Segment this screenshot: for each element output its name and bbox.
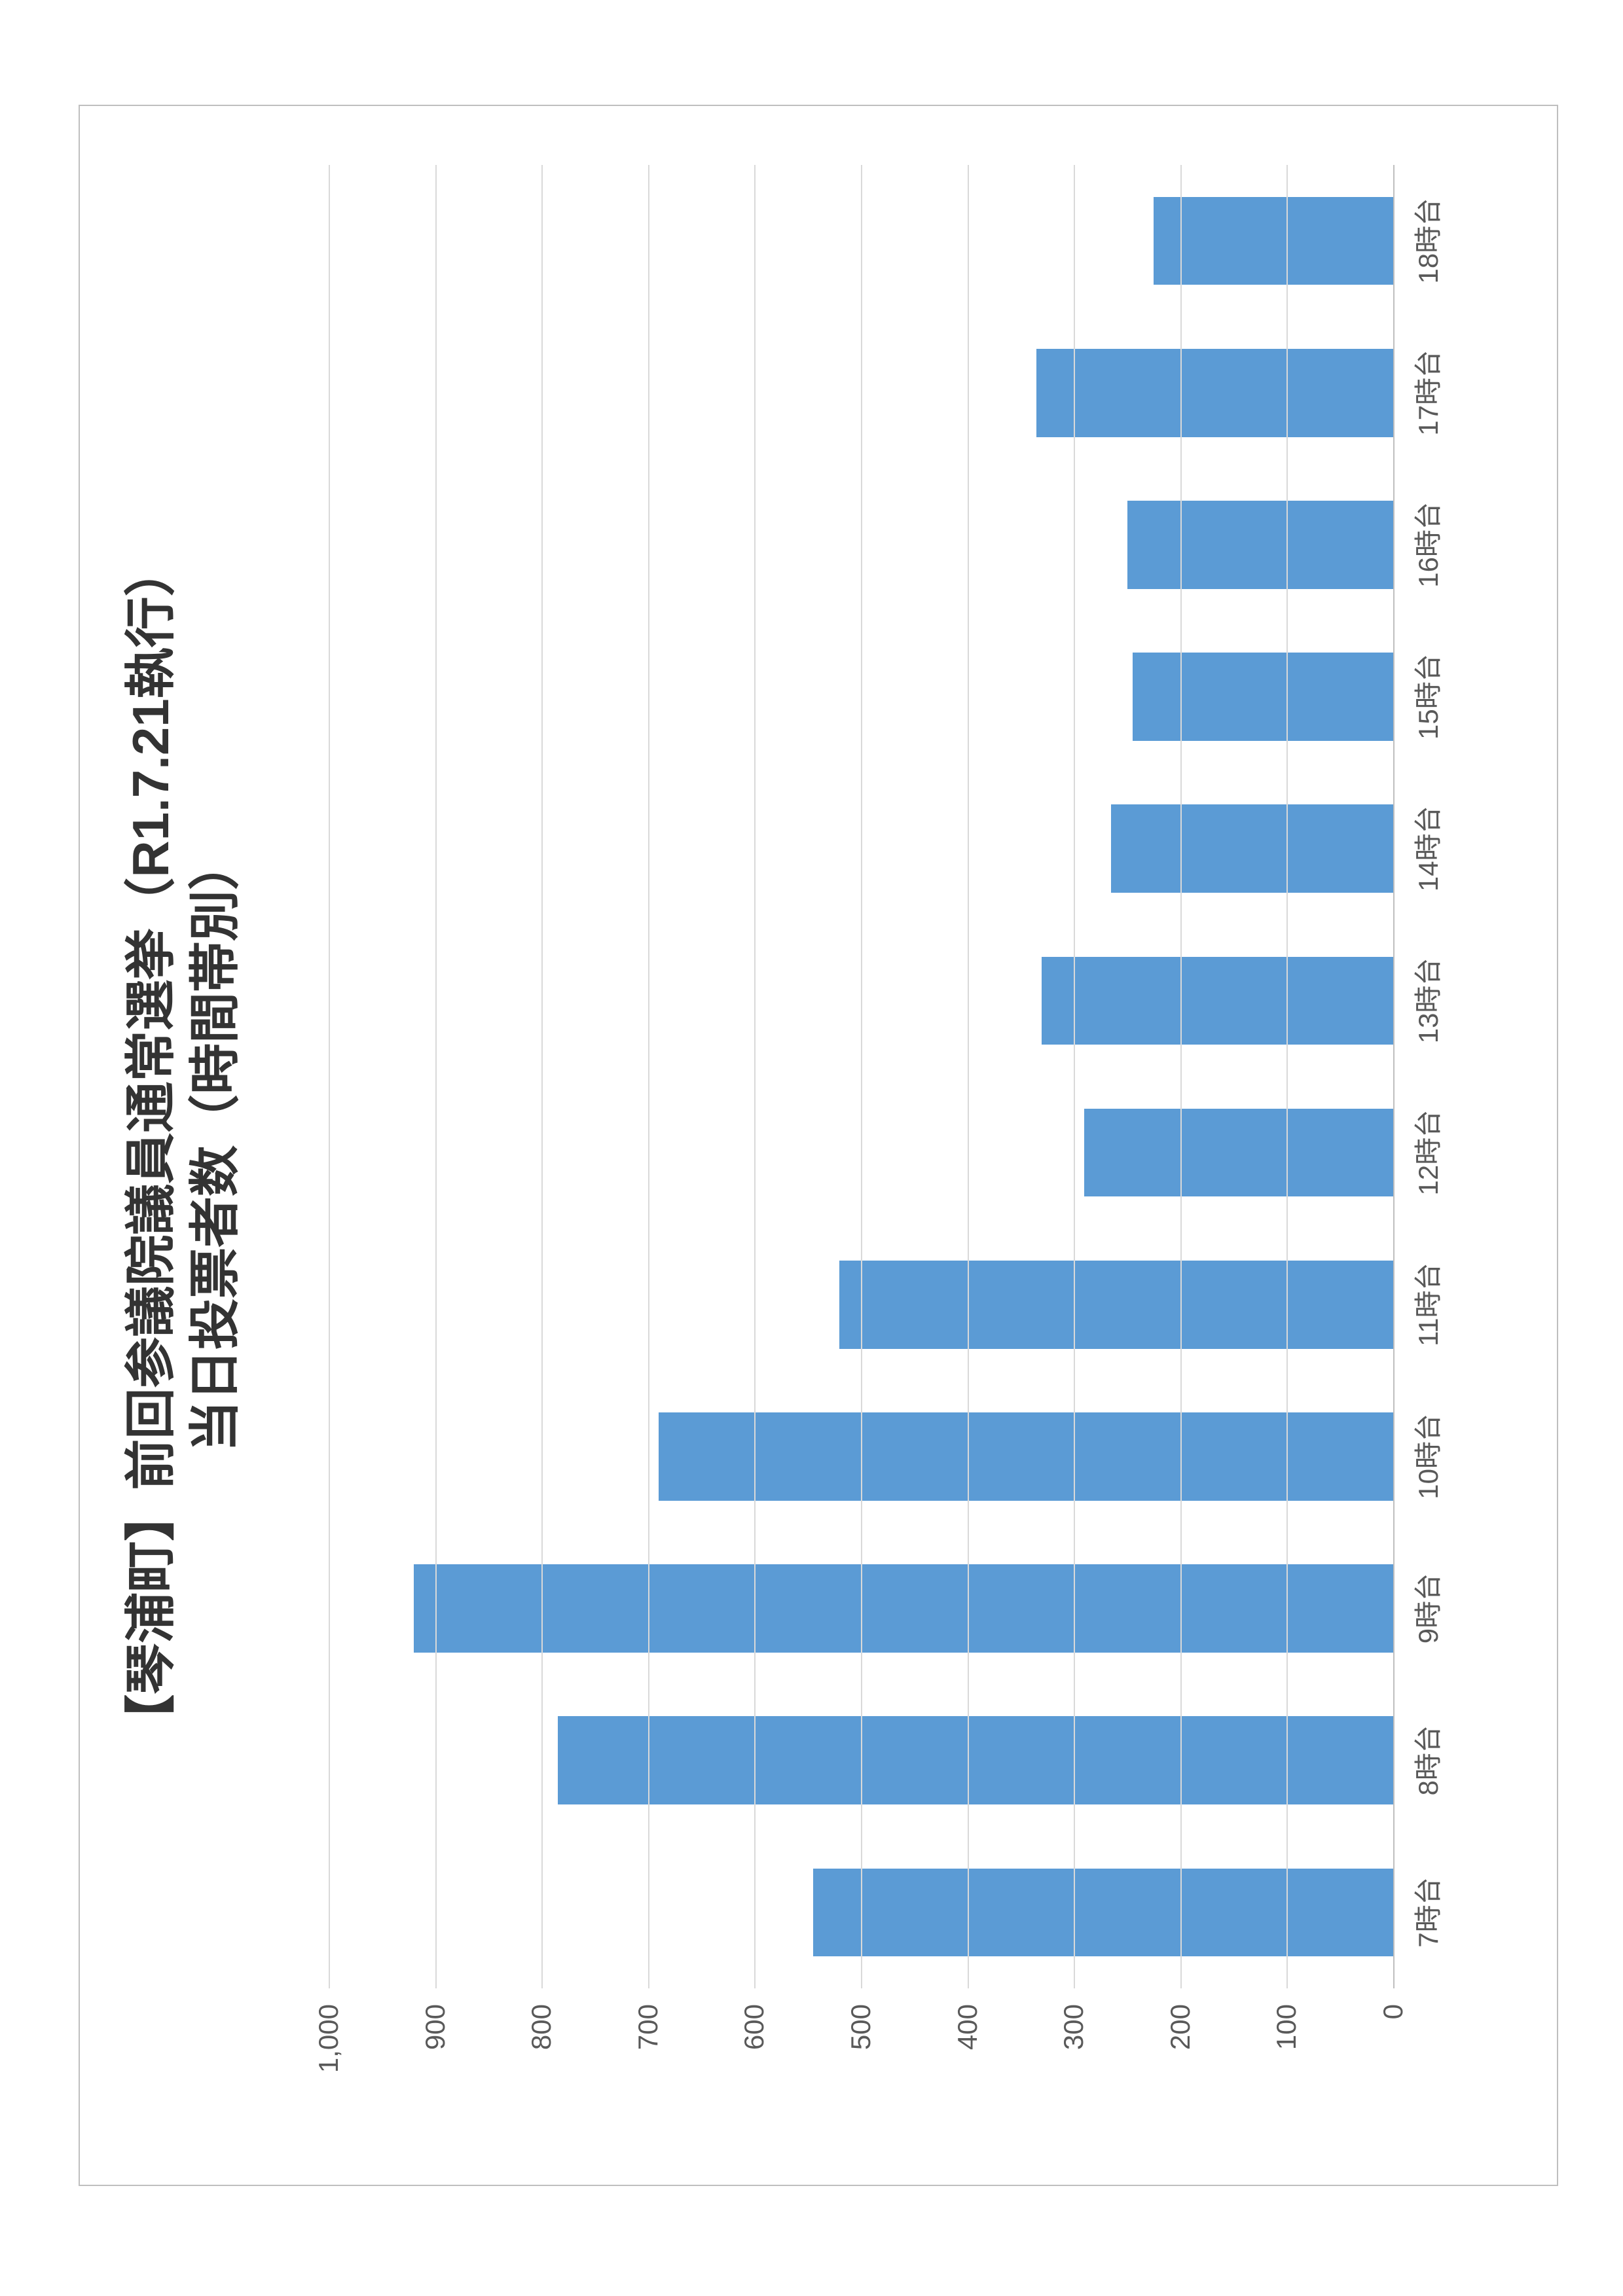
bar: [1036, 349, 1393, 437]
x-tick-label: 8時台: [1393, 1725, 1446, 1795]
y-tick-label: 600: [739, 1988, 770, 2050]
bar: [1042, 957, 1393, 1045]
chart-title-line-2: 当日投票者数（時間帯別）: [183, 106, 247, 2185]
y-tick-label: 1,000: [313, 1988, 344, 2073]
gridline: [754, 165, 756, 1988]
x-tick-label: 15時台: [1393, 654, 1446, 740]
gridline: [861, 165, 862, 1988]
bar: [558, 1716, 1393, 1804]
x-tick-label: 14時台: [1393, 806, 1446, 891]
chart-frame: 【琴浦町】前回参議院議員通常選挙（R1.7.21執行） 当日投票者数（時間帯別）…: [79, 105, 1558, 2186]
gridline: [648, 165, 649, 1988]
bar: [1154, 197, 1393, 285]
x-tick-label: 10時台: [1393, 1414, 1446, 1499]
x-tick-label: 11時台: [1393, 1263, 1446, 1346]
x-tick-label: 16時台: [1393, 502, 1446, 588]
gridline: [541, 165, 543, 1988]
x-tick-label: 13時台: [1393, 958, 1446, 1044]
y-tick-label: 200: [1165, 1988, 1196, 2050]
plot-area: 01002003004005006007008009001,0007時台8時台9…: [329, 165, 1393, 1988]
y-tick-label: 300: [1058, 1988, 1089, 2050]
x-tick-label: 12時台: [1393, 1110, 1446, 1196]
gridline: [968, 165, 969, 1988]
bar: [1111, 804, 1393, 893]
chart-title-block: 【琴浦町】前回参議院議員通常選挙（R1.7.21執行） 当日投票者数（時間帯別）: [119, 106, 247, 2185]
bar: [414, 1564, 1393, 1653]
bar: [1127, 501, 1394, 589]
x-tick-label: 9時台: [1393, 1573, 1446, 1643]
x-tick-label: 7時台: [1393, 1877, 1446, 1947]
x-tick-label: 17時台: [1393, 350, 1446, 436]
gridline: [329, 165, 330, 1988]
gridline: [1286, 165, 1288, 1988]
y-tick-label: 800: [526, 1988, 557, 2050]
gridline: [435, 165, 437, 1988]
chart-title-line-1: 【琴浦町】前回参議院議員通常選挙（R1.7.21執行）: [119, 106, 183, 2185]
bar: [1084, 1109, 1393, 1197]
y-tick-label: 400: [952, 1988, 983, 2050]
y-tick-label: 500: [845, 1988, 877, 2050]
bar: [813, 1869, 1393, 1957]
bar: [659, 1412, 1393, 1501]
gridline: [1074, 165, 1075, 1988]
page: 【琴浦町】前回参議院議員通常選挙（R1.7.21執行） 当日投票者数（時間帯別）…: [0, 0, 1623, 2296]
bar: [839, 1261, 1393, 1349]
y-tick-label: 0: [1377, 1988, 1409, 2019]
chart-rotated-container: 【琴浦町】前回参議院議員通常選挙（R1.7.21執行） 当日投票者数（時間帯別）…: [79, 105, 1558, 2186]
y-tick-label: 100: [1271, 1988, 1302, 2050]
plot-inner: 01002003004005006007008009001,0007時台8時台9…: [329, 165, 1393, 1988]
y-tick-label: 900: [420, 1988, 451, 2050]
bar: [1133, 653, 1393, 741]
y-tick-label: 700: [632, 1988, 664, 2050]
gridline: [1393, 165, 1395, 1988]
gridline: [1180, 165, 1182, 1988]
x-tick-label: 18時台: [1393, 198, 1446, 284]
